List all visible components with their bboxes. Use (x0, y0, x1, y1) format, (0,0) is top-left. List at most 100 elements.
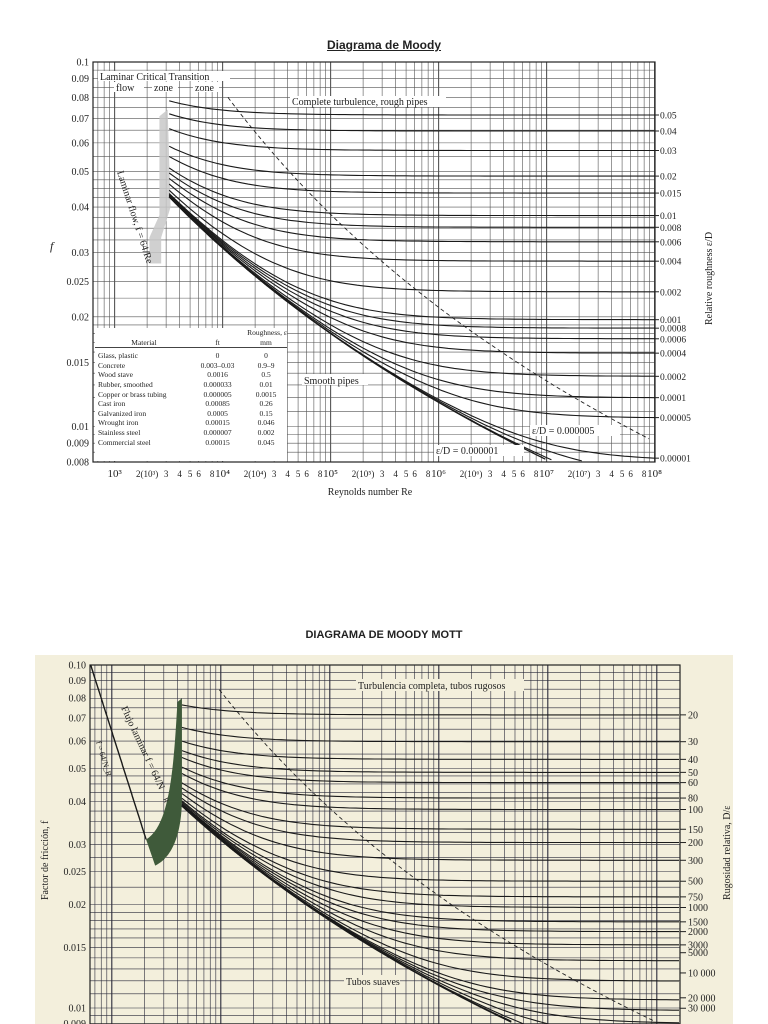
x-tick-label: 6 (304, 469, 309, 479)
table-cell: 0.002 (257, 427, 275, 437)
table-cell: Concrete (98, 360, 126, 370)
roughness-curve (181, 801, 679, 909)
roughness-curve (169, 113, 655, 132)
roughness-label: 80 (688, 794, 698, 805)
roughness-label: 500 (688, 877, 703, 888)
table-cell: 0.0005 (207, 408, 228, 418)
x-tick-label: 10⁸ (647, 468, 662, 480)
y-tick-label: 0.01 (72, 422, 90, 433)
y-tick-label: 0.015 (67, 358, 90, 369)
label-background (290, 96, 446, 107)
table-cell: 0.00015 (205, 437, 230, 447)
roughness-label: 0.015 (660, 190, 682, 200)
ed-0.000005-label: ε/D = 0.000005 (532, 426, 594, 437)
roughness-label: 0.00001 (660, 455, 691, 465)
chart2-curves (90, 665, 680, 1024)
laminar-subscript: R (161, 796, 170, 804)
table-cell: 0.000005 (203, 389, 232, 399)
x-tick-label: 6 (412, 469, 417, 479)
chart1-title: Diagrama de Moody (326, 38, 442, 52)
roughness-label: 5000 (688, 948, 708, 959)
x-tick-label: 4 (609, 469, 614, 479)
roughness-label: 0.0006 (660, 335, 686, 345)
table-cell: Rubber, smoothed (98, 379, 153, 389)
table-row: Galvanized iron 0.0005 0.15 (95, 409, 287, 419)
roughness-label: 0.004 (660, 258, 682, 268)
y-tick-label: 0.06 (69, 737, 87, 748)
label-background (530, 425, 620, 436)
table-row: Stainless steel 0.000007 0.002 (95, 428, 287, 438)
table-cell: 0.046 (257, 418, 275, 428)
roughness-label: 300 (688, 856, 703, 867)
x-tick-label: 2(10⁴) (244, 469, 267, 479)
y-axis-title: Factor de fricción, f (40, 820, 51, 900)
roughness-label: 40 (688, 755, 698, 766)
y-tick-label: 0.06 (72, 138, 90, 149)
smooth-pipes-label: Smooth pipes (304, 376, 359, 387)
critical-zone (149, 109, 171, 264)
table-header-ft: ft (215, 337, 220, 347)
y-tick-label: 0.015 (64, 943, 87, 954)
roughness-label: 3000 (688, 940, 708, 951)
ed-0.000001-label: ε/D = 0.000001 (436, 446, 498, 457)
roughness-label: 0.0004 (660, 350, 686, 360)
x-tick-label: 8 (426, 469, 431, 479)
roughness-label: 20 (688, 710, 698, 721)
table-row: Rubber, smoothed 0.000033 0.01 (95, 380, 287, 390)
y-tick-label: 0.03 (72, 248, 90, 259)
table-cell: 0.01 (259, 379, 273, 389)
table-header-mm: mm (260, 337, 272, 347)
table-row: Cast iron 0.00085 0.26 (95, 399, 287, 409)
roughness-label: 30 (688, 737, 698, 748)
roughness-label: 1000 (688, 903, 708, 914)
x-tick-label: 5 (512, 469, 517, 479)
table-cell: Wood stave (98, 370, 134, 380)
table-row: Commercial steel 0.00015 0.045 (95, 438, 287, 448)
table-cell: 0.000007 (203, 427, 232, 437)
roughness-curve (168, 156, 655, 194)
roughness-curve (181, 766, 679, 799)
roughness-label: 100 (688, 805, 703, 816)
roughness-curve (168, 172, 655, 228)
y-tick-label: 0.1 (77, 58, 90, 69)
y-axis-title: f (50, 239, 55, 253)
chart1-curves (149, 97, 655, 462)
table-cell: Stainless steel (98, 427, 141, 437)
x-tick-label: 4 (285, 469, 290, 479)
roughness-curve (168, 189, 655, 293)
roughness-curve (181, 800, 679, 898)
plot-frame (89, 664, 681, 1024)
y-tick-label: 0.10 (69, 661, 87, 672)
x-tick-label: 8 (534, 469, 539, 479)
label-background (193, 82, 219, 92)
x-tick-label: 6 (196, 469, 201, 479)
label-background (114, 82, 144, 92)
roughness-label: 0.006 (660, 238, 682, 248)
zone-label-critical: zone (154, 83, 173, 94)
roughness-label: 60 (688, 778, 698, 789)
table-row: Copper or brass tubing 0.000005 0.0015 (95, 390, 287, 400)
zone-label-flow: flow (116, 83, 135, 94)
x-tick-label: 4 (393, 469, 398, 479)
y-tick-label: 0.04 (69, 797, 87, 808)
zone-label-transition: zone (195, 83, 214, 94)
x-tick-label: 10⁴ (215, 468, 230, 480)
y-tick-label: 0.025 (67, 277, 90, 288)
roughness-curve (181, 704, 679, 716)
roughness-label: 1500 (688, 917, 708, 928)
roughness-label: 0.008 (660, 224, 682, 234)
x-tick-label: 8 (318, 469, 323, 479)
roughness-curve (181, 803, 679, 933)
roughness-curve (168, 145, 655, 177)
roughness-curve (169, 100, 655, 116)
table-row: Wrought iron 0.00015 0.046 (95, 418, 287, 428)
table-cell: Glass, plastic (98, 351, 138, 361)
y-tick-label: 0.01 (69, 1004, 87, 1015)
zones-title: Laminar Critical Transition (100, 72, 209, 83)
y-tick-label: 0.07 (69, 714, 87, 725)
x-tick-label: 3 (272, 469, 277, 479)
x-tick-label: 3 (380, 469, 385, 479)
roughness-curve (168, 193, 655, 329)
y-tick-label: 0.09 (72, 74, 90, 85)
